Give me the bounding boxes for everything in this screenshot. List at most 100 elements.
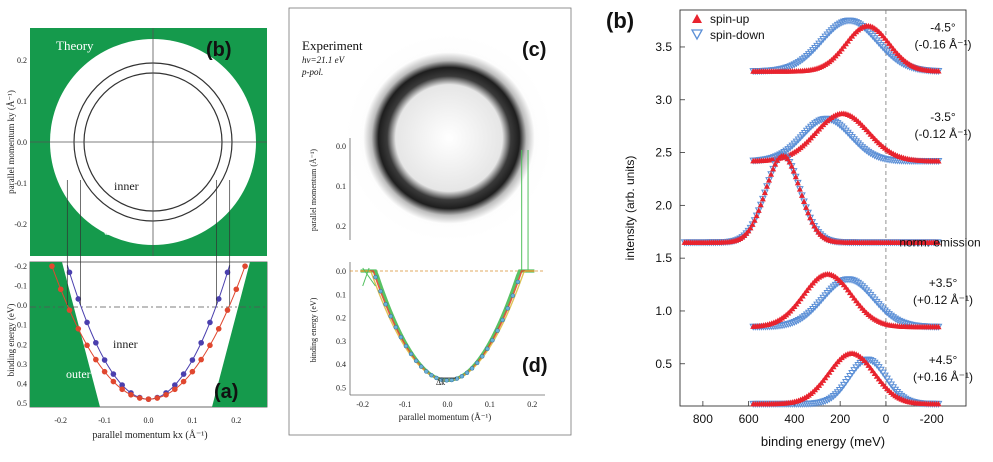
experiment-guide-lines <box>362 150 529 379</box>
band-point-outer <box>57 286 64 293</box>
experiment-d-y-axis-label: binding energy (eV) <box>309 297 318 362</box>
legend-spin-up-marker <box>692 14 702 23</box>
experiment-d-x-tick-label: 0.0 <box>443 400 453 409</box>
spin-down-marker <box>885 50 893 58</box>
band-point-outer <box>207 342 213 349</box>
band-point-outer <box>145 396 152 402</box>
spin-down-marker <box>850 136 858 144</box>
theory-outer-label: outer <box>104 224 129 238</box>
spin-up-marker <box>803 204 810 210</box>
spin-down-marker <box>856 142 865 150</box>
theory-panel-letter: (b) <box>206 39 232 61</box>
experiment-band-point <box>403 343 409 349</box>
band-point-outer <box>172 386 178 393</box>
band-point-inner <box>207 319 213 326</box>
band-point-inner <box>110 371 117 377</box>
experiment-photon-energy: hν=21.1 eV <box>302 55 346 65</box>
legend-spin-down-label: spin-down <box>710 28 765 42</box>
spin-x-axis-label: binding energy (meV) <box>761 434 885 449</box>
bands-y-tick-label: 0.0 <box>17 301 27 310</box>
spin-up-marker <box>935 323 942 330</box>
spin-curve-momentum-label: (-0.16 Å⁻¹) <box>914 36 971 51</box>
bands-guide-lines <box>66 180 231 306</box>
band-point-inner <box>93 339 99 346</box>
spin-up-marker <box>788 163 795 169</box>
experiment-guide-line <box>362 267 376 287</box>
experiment-band-point <box>515 279 521 285</box>
bands-x-tick-label: 0.1 <box>187 416 197 425</box>
experiment-band-point <box>408 351 414 357</box>
experiment-band-point <box>485 346 490 352</box>
experiment-d-y-tick-label: 0.0 <box>336 267 346 276</box>
experiment-d-y-tick-label: 0.2 <box>336 314 346 323</box>
theory-y-tick-label: 0.1 <box>17 97 27 106</box>
experiment-band-point <box>490 337 495 343</box>
bands-y-tick-label: 0.4 <box>17 379 27 388</box>
spin-up-marker <box>935 400 942 407</box>
band-point-inner <box>172 382 178 388</box>
bands-y-tick-label: 0.2 <box>17 340 27 349</box>
spin-curve-angle-label: +3.5° <box>929 276 958 290</box>
spin-up-marker <box>801 198 808 205</box>
band-point-outer <box>110 378 117 385</box>
band-point-outer <box>75 326 82 332</box>
theory-y-ticks: 0.2 0.1 0.0 -0.1 -0.2 <box>14 56 27 229</box>
experiment-c-y-axis-label: parallel momentum (Å⁻¹) <box>309 149 318 231</box>
experiment-band-point <box>413 358 419 364</box>
spin-up-marker <box>751 217 758 223</box>
band-point-outer <box>233 286 240 293</box>
bands-green-left <box>30 262 100 407</box>
experiment-c-y-tick-label: 0.1 <box>336 182 346 191</box>
spin-y-tick-label: 3.5 <box>655 40 672 54</box>
bands-x-tick-label: -0.1 <box>98 416 111 425</box>
spin-up-marker <box>766 177 773 183</box>
band-point-outer <box>119 386 125 393</box>
spin-down-marker <box>862 287 871 295</box>
spin-down-marker <box>870 359 879 367</box>
spin-down-marker <box>842 378 850 387</box>
experiment-band-point <box>373 274 378 280</box>
spin-panel-letter: (b) <box>606 8 634 33</box>
experiment-band-point <box>388 313 393 319</box>
band-point-inner <box>66 269 73 276</box>
experiment-panel-d-letter: (d) <box>522 355 548 377</box>
spin-down-marker <box>782 64 791 72</box>
experiment-band-point <box>459 373 465 379</box>
experiment-guide-line <box>362 267 370 287</box>
experiment-d-y-tick-label: 0.1 <box>336 290 346 299</box>
spin-down-marker <box>881 307 889 315</box>
spin-y-tick-label: 2.0 <box>655 198 672 212</box>
band-point-outer <box>93 356 99 363</box>
experiment-d-y-tick-label: 0.5 <box>336 383 346 392</box>
spin-down-marker <box>856 281 865 289</box>
spin-x-tick-label: 0 <box>883 412 890 426</box>
band-point-inner <box>215 296 222 302</box>
band-point-outer <box>198 356 204 363</box>
experiment-band-point <box>469 366 475 371</box>
spin-x-tick-label: 400 <box>784 412 804 426</box>
legend-spin-down-marker <box>690 29 704 41</box>
spin-down-marker <box>854 279 863 287</box>
band-point-outer <box>154 395 161 401</box>
spin-down-marker <box>864 28 873 36</box>
experiment-d-y-tick-label: 0.3 <box>336 337 346 346</box>
band-point-outer <box>101 368 108 375</box>
experiment-panel-c-letter: (c) <box>522 39 546 61</box>
panel-b-theory: Theory (b) inner outer 0.2 0.1 0.0 -0.1 -0.2… <box>6 28 267 256</box>
spin-up-marker <box>770 165 777 172</box>
bands-y-axis-label: binding energy (eV) <box>6 304 16 377</box>
spin-up-marker <box>805 209 812 216</box>
panel-b-spin-resolved: (b) 0.5 1.0 1.5 2.0 2.5 3.0 3.5 800 600 400 200 0 -… <box>606 8 981 449</box>
spin-up-marker <box>755 207 762 213</box>
spin-down-marker <box>846 131 854 139</box>
band-point-outer <box>136 395 143 401</box>
spin-up-marker <box>763 183 770 189</box>
spin-up-marker <box>749 221 756 227</box>
spin-curve-angle-label: -4.5° <box>930 20 956 34</box>
spin-down-marker <box>852 138 861 146</box>
experiment-band-point <box>480 354 485 359</box>
band-point-inner <box>198 339 204 346</box>
spin-down-marker <box>842 127 850 135</box>
panel-cd-experiment: Experiment hν=21.1 eV p-pol. (c) 0.00.10… <box>288 7 572 436</box>
spin-curve-angle-label: -3.5° <box>930 110 956 124</box>
